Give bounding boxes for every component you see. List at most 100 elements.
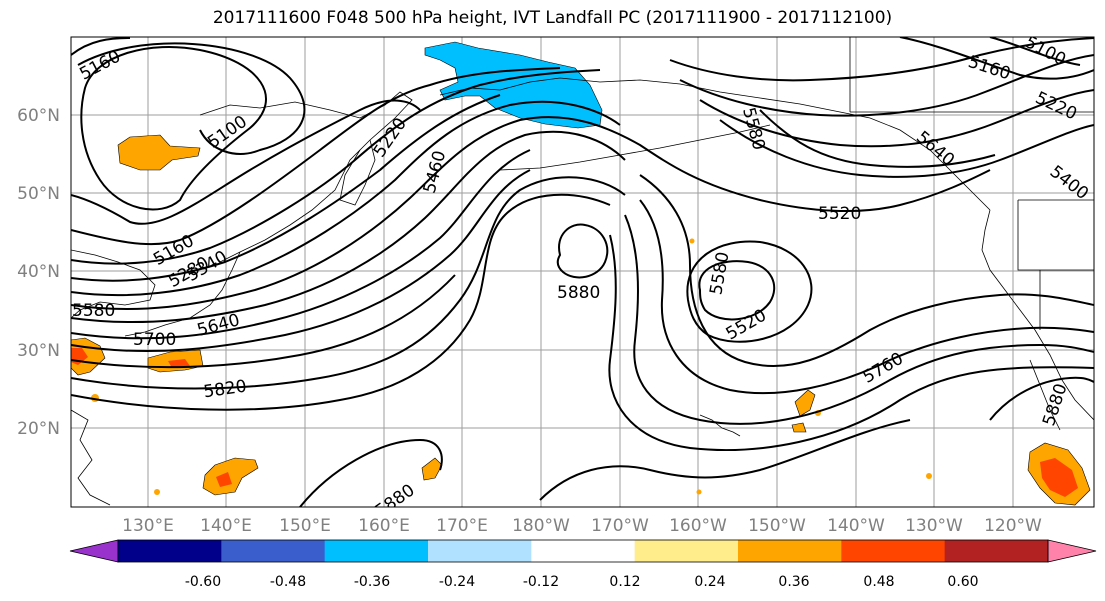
contour-5280-east [679,54,1094,117]
coast-alaska [439,77,991,211]
coast-kamchatka [339,139,376,206]
blue-region-bering [424,41,603,129]
lon-label-140e: 140°E [200,516,252,536]
red-core-mariana [216,472,232,487]
colorbar-tick-1: -0.60 [185,574,221,590]
map-title: 2017111600 F048 500 hPa height, IVT Land… [212,8,893,28]
lat-label-30: 30°N [17,341,60,361]
lon-label-160w: 160°W [669,516,727,536]
border-states [1017,199,1094,330]
colorbar-tick-9: 0.48 [863,574,894,590]
coast-hawaii [699,414,741,437]
lat-label-20: 20°N [17,419,60,439]
colorbar-tick-6: 0.12 [609,574,640,590]
contour-5640 [71,149,531,340]
contour-5880-west [71,193,611,411]
red-core-baja [1040,458,1078,497]
contour-5220 [71,99,421,225]
colorbar-swatch [221,540,326,562]
contour-5880-south [299,438,443,507]
contour-5880-east [989,376,1094,421]
yellow-dot-2 [689,238,695,244]
orange-region-east-pacific-2 [791,422,807,433]
lon-label-130e: 130°E [122,516,174,536]
contour-5700-east [639,199,1094,395]
lon-label-170w: 170°W [591,516,649,536]
contour-5520 [71,116,991,311]
lat-label-60: 60°N [17,106,60,126]
contour-5760-east [624,214,1094,425]
contour-5580 [71,130,626,324]
contour-5880-high [556,223,609,279]
contour-label-10: 5700 [133,330,176,350]
contour-5280 [71,67,561,246]
contour-5220-east [669,37,1094,82]
contour-5400 [71,94,501,282]
colorbar-tick-labels: -0.60 -0.48 -0.36 -0.24 -0.12 0.12 0.24 … [185,574,979,590]
colorbar-tick-10: 0.60 [947,574,978,590]
contour-5160-outer [71,37,131,56]
colorbar-tick-3: -0.36 [354,574,390,590]
colorbar-swatch [118,540,222,562]
contour-5460 [71,100,621,297]
colorbar-swatch [531,540,636,562]
lon-labels: 130°E 140°E 150°E 160°E 170°E 180°W 170°… [122,516,1042,536]
contour-5700 [71,169,531,353]
lon-label-160e: 160°E [358,516,410,536]
coast-aleutians [499,124,771,171]
colorbar-tick-8: 0.36 [778,574,809,590]
orange-region-east-pacific [794,389,816,417]
colorbar-border [117,539,1049,563]
red-core-south-japan [168,359,190,368]
contour-label-12: 5880 [557,283,600,303]
contour-5340-east [699,89,1094,148]
orange-region-japan-sea [117,134,201,171]
coastlines [71,37,1094,506]
contour-5160-east [899,37,1094,80]
colorbar-tick-5: -0.12 [523,574,559,590]
contour-5160-closed [80,46,267,211]
colorbar-swatch [738,540,842,562]
colorbar: -0.60 -0.48 -0.36 -0.24 -0.12 0.12 0.24 … [69,539,1097,590]
yellow-dot-6 [696,489,702,495]
contour-5340 [71,69,601,265]
coast-china-south [71,409,111,506]
colorbar-swatch [428,540,532,562]
contour-5100-arc [77,42,306,155]
lon-label-130w: 130°W [905,516,963,536]
colorbar-tick-4: -0.24 [439,574,475,590]
coast-north-america-west [981,209,1094,421]
contour-5760 [71,274,456,369]
contour-5640-east [639,174,1094,367]
colorbar-swatch [841,540,946,562]
lon-label-180w: 180°W [512,516,570,536]
yellow-dot-1 [154,489,160,495]
lon-label-150w: 150°W [748,516,806,536]
contour-ridge-east-5460 [759,109,996,168]
colorbar-swatch [634,540,739,562]
coast-asia-northeast [199,91,413,263]
contour-label-17: 5520 [818,204,861,224]
ivt-shading [71,41,1091,506]
height-contours [71,37,1094,507]
contour-5100-east [989,37,1081,66]
lat-label-40: 40°N [17,262,60,282]
lat-label-50: 50°N [17,184,60,204]
contour-label-8: 5580 [72,301,115,321]
contour-5880-south2 [539,419,911,501]
contour-5400-east [719,119,1094,178]
lon-label-140w: 140°W [827,516,885,536]
contour-low-5520 [698,260,776,321]
colorbar-extend-high [1047,539,1097,563]
colorbar-swatches [69,539,1097,563]
colorbar-tick-7: 0.24 [694,574,725,590]
colorbar-swatch [944,540,1049,562]
colorbar-extend-low [69,539,119,563]
lat-labels: 60°N 50°N 40°N 30°N 20°N [17,106,60,439]
plot-border [70,36,1095,508]
yellow-dot-3 [926,473,932,479]
colorbar-swatch [324,540,429,562]
lon-label-120w: 120°W [984,516,1042,536]
coast-japan [124,251,241,337]
